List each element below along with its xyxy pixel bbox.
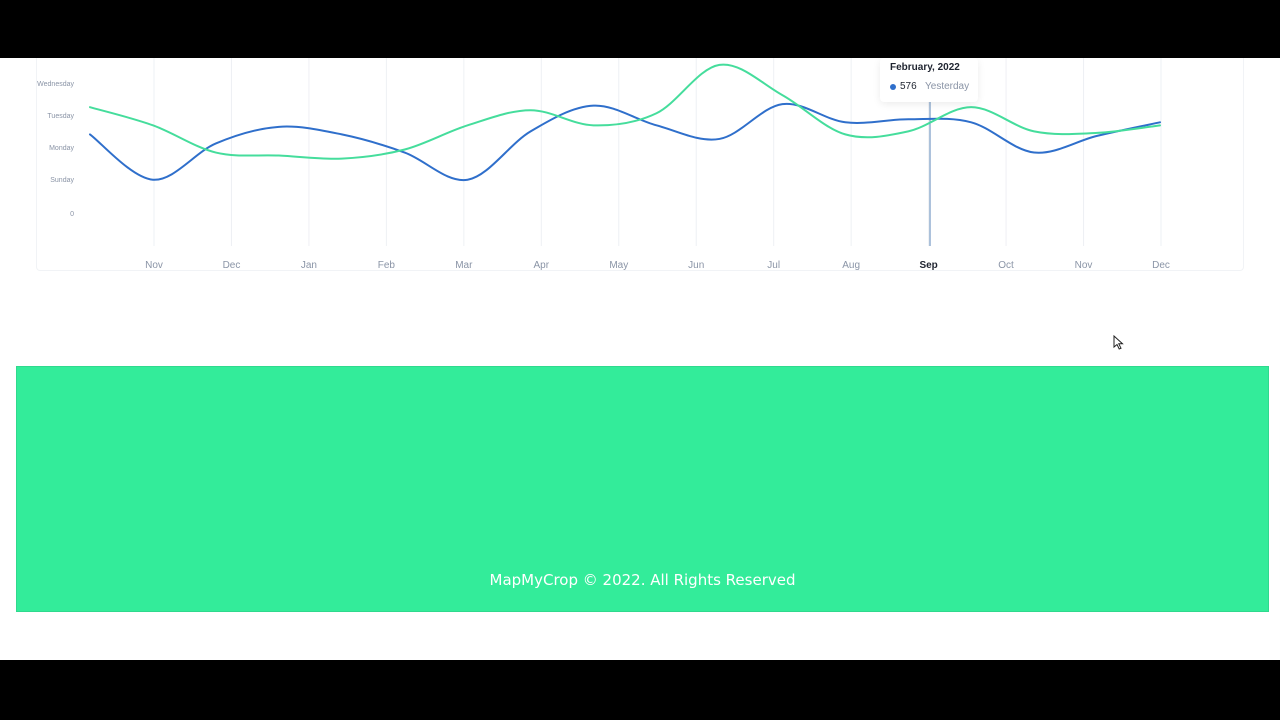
x-tick-label: Jul — [767, 260, 780, 271]
x-tick-label: May — [609, 260, 628, 271]
x-tick-label: Dec — [223, 260, 241, 271]
x-tick-label: Nov — [145, 260, 163, 271]
series-line-blue — [89, 102, 1161, 181]
y-axis: 0 Sunday Monday Tuesday Wednesday — [37, 81, 74, 218]
y-tick-label: Monday — [49, 145, 74, 152]
x-tick-label: Jun — [688, 260, 704, 271]
footer: MapMyCrop © 2022. All Rights Reserved — [16, 366, 1269, 612]
line-chart[interactable]: 0 Sunday Monday Tuesday Wednesday Nov Dec Jan F… — [0, 58, 1280, 298]
y-tick-label: 0 — [70, 211, 74, 218]
mouse-pointer-icon — [1113, 335, 1124, 350]
x-tick-label: Nov — [1075, 260, 1093, 271]
x-tick-label: Aug — [842, 260, 860, 271]
x-tick-label: Jan — [301, 260, 317, 271]
x-tick-label: Apr — [534, 260, 550, 271]
video-letterbox-top — [0, 0, 1280, 58]
x-axis: Nov Dec Jan Feb Mar Apr May Jun Jul Aug Sep Oct Nov D… — [145, 260, 1170, 271]
series-line-green — [89, 63, 1161, 160]
page-content: 0 Sunday Monday Tuesday Wednesday Nov Dec Jan F… — [0, 58, 1280, 660]
chart-tooltip: February, 2022 576 Yesterday — [880, 58, 978, 102]
chart-series — [89, 63, 1161, 181]
x-tick-label: Feb — [378, 260, 396, 271]
x-tick-label: Dec — [1152, 260, 1170, 271]
tooltip-value: 576 — [900, 81, 917, 92]
video-letterbox-bottom — [0, 660, 1280, 720]
tooltip-series-dot — [890, 84, 896, 90]
chart-grid — [153, 58, 1162, 246]
y-tick-label: Wednesday — [37, 81, 74, 88]
x-tick-label: Oct — [998, 260, 1014, 271]
y-tick-label: Sunday — [50, 177, 74, 184]
x-tick-label: Mar — [455, 260, 473, 271]
tooltip-title: February, 2022 — [890, 62, 960, 73]
y-tick-label: Tuesday — [47, 113, 74, 120]
x-tick-label: Sep — [919, 260, 937, 271]
chart-card — [36, 58, 1244, 271]
tooltip-label: Yesterday — [925, 81, 970, 92]
footer-copyright: MapMyCrop © 2022. All Rights Reserved — [489, 571, 796, 589]
